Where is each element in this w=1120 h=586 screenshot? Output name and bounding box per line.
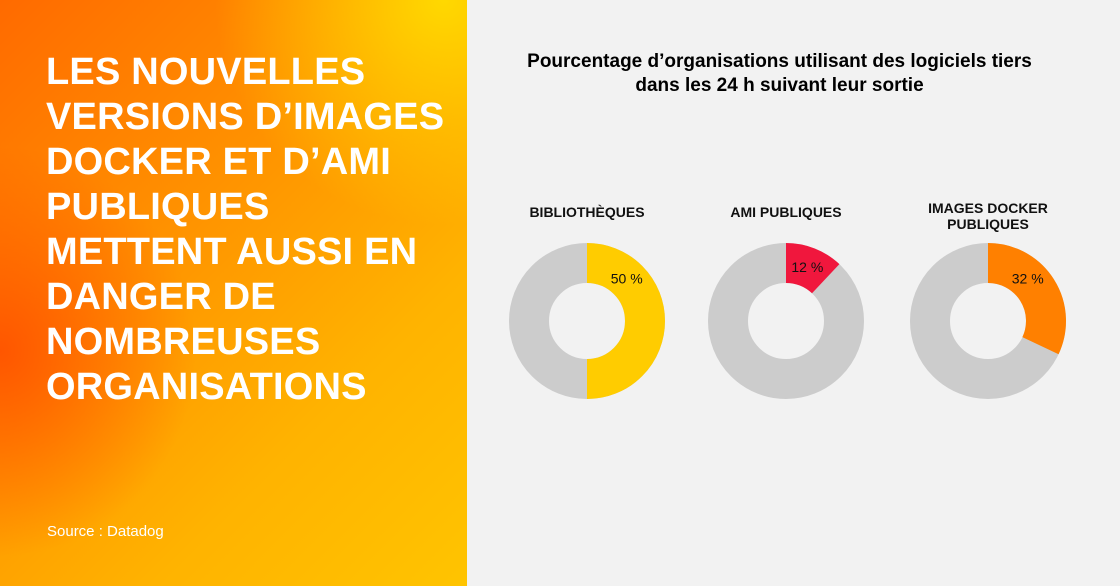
category-label-bibliotheques: BIBLIOTHÈQUES: [529, 204, 644, 220]
donut-ami-publiques: 12 % AMI PUBLIQUES: [708, 204, 864, 399]
value-label-images-docker-publiques: 32 %: [1012, 271, 1044, 287]
source-note: Source : Datadog: [47, 523, 164, 540]
chart-panel: Pourcentage d’organisations utilisant de…: [467, 0, 1120, 586]
donut-bibliotheques: 50 % BIBLIOTHÈQUES: [509, 204, 665, 399]
donut-slice-bibliotheques: [586, 243, 665, 399]
donut-slice-ami-publiques: [784, 243, 840, 294]
value-label-bibliotheques: 50 %: [611, 271, 643, 287]
donut-charts: 50 % BIBLIOTHÈQUES 12 % AMI PUBLIQUES 32 % IM…: [509, 200, 1066, 399]
headline: LES NOUVELLES VERSIONS D’IMAGES DOCKER E…: [46, 51, 445, 408]
category-label-ami-publiques: AMI PUBLIQUES: [730, 204, 841, 220]
donut-slice-images-docker-publiques: [987, 243, 1066, 355]
headline-panel: LES NOUVELLES VERSIONS D’IMAGES DOCKER E…: [0, 0, 467, 586]
donut-images-docker-publiques: 32 % IMAGES DOCKER PUBLIQUES: [910, 200, 1066, 399]
category-label-images-docker-publiques: IMAGES DOCKER PUBLIQUES: [928, 200, 1048, 232]
chart-title: Pourcentage d’organisations utilisant de…: [527, 51, 1032, 96]
value-label-ami-publiques: 12 %: [791, 259, 823, 275]
